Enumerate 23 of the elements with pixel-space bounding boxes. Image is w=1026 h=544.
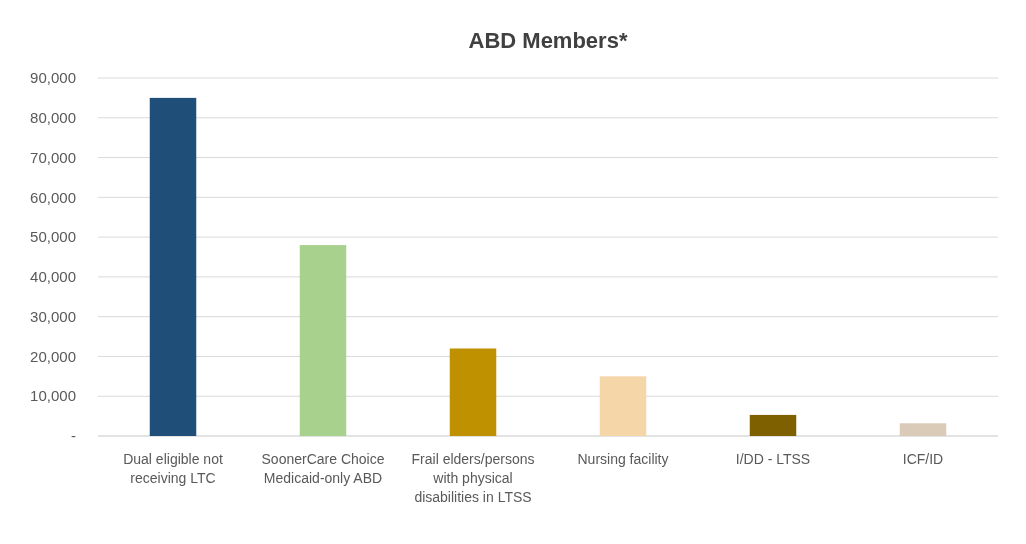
bar: [899, 423, 947, 436]
y-tick-label: 60,000: [30, 188, 76, 206]
y-tick-label: 90,000: [30, 69, 76, 87]
y-tick-label: 80,000: [30, 109, 76, 127]
y-tick-label: 40,000: [30, 268, 76, 286]
x-tick-label: Nursing facility: [577, 451, 669, 467]
y-tick-label: 30,000: [30, 307, 76, 325]
y-tick-label: -: [71, 427, 76, 445]
x-tick-label: I/DD - LTSS: [735, 451, 811, 467]
x-tick-label: Dual eligible not receiving LTC: [123, 451, 223, 486]
y-tick-label: 20,000: [30, 347, 76, 365]
chart-title: ABD Members*: [468, 28, 628, 53]
bar: [299, 245, 347, 436]
y-tick-label: 70,000: [30, 148, 76, 166]
y-tick-label: 10,000: [30, 387, 76, 405]
y-tick-label: 50,000: [30, 228, 76, 246]
bar: [149, 97, 197, 436]
x-tick-label: SoonerCare Choice Medicaid-only ABD: [261, 451, 385, 486]
bar: [749, 414, 797, 436]
x-tick-label: Frail elders/persons with physical disabilities in LTSS: [411, 451, 535, 505]
x-tick-label: ICF/ID: [902, 451, 944, 467]
bar: [449, 348, 497, 436]
bar: [599, 376, 647, 436]
